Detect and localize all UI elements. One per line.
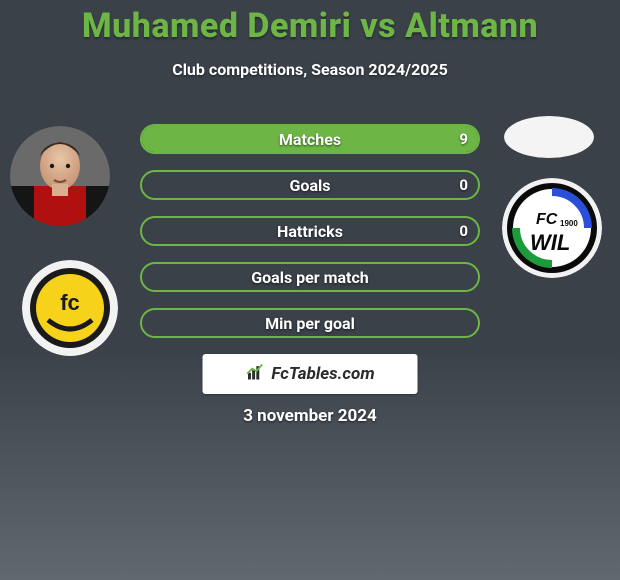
stat-label: Goals bbox=[142, 172, 478, 198]
stat-label: Matches bbox=[142, 126, 478, 152]
svg-text:WIL: WIL bbox=[530, 230, 570, 255]
player-right-photo bbox=[504, 116, 594, 158]
stat-row: Hattricks0 bbox=[140, 216, 480, 246]
stat-value-right: 9 bbox=[459, 126, 468, 152]
footer-date: 3 november 2024 bbox=[0, 406, 620, 426]
club-right-badge: FC WIL 1900 bbox=[502, 178, 602, 278]
chart-icon bbox=[245, 362, 265, 387]
stat-value-right: 0 bbox=[459, 218, 468, 244]
stat-label: Goals per match bbox=[142, 264, 478, 290]
stats-container: Matches9Goals0Hattricks0Goals per matchM… bbox=[140, 124, 480, 354]
comparison-card: Muhamed Demiri vs Altmann Club competiti… bbox=[0, 0, 620, 580]
subtitle: Club competitions, Season 2024/2025 bbox=[0, 60, 620, 79]
stat-label: Min per goal bbox=[142, 310, 478, 336]
stat-row: Matches9 bbox=[140, 124, 480, 154]
svg-text:1900: 1900 bbox=[560, 219, 578, 228]
svg-text:fc: fc bbox=[60, 290, 80, 315]
player-left-photo bbox=[10, 126, 110, 226]
club-left-badge: fc bbox=[22, 260, 118, 356]
stat-row: Goals per match bbox=[140, 262, 480, 292]
site-badge[interactable]: FcTables.com bbox=[203, 354, 418, 394]
stat-value-right: 0 bbox=[459, 172, 468, 198]
site-label: FcTables.com bbox=[271, 364, 374, 384]
stat-row: Goals0 bbox=[140, 170, 480, 200]
svg-text:FC: FC bbox=[536, 211, 558, 228]
page-title: Muhamed Demiri vs Altmann bbox=[0, 0, 620, 46]
stat-label: Hattricks bbox=[142, 218, 478, 244]
stat-row: Min per goal bbox=[140, 308, 480, 338]
